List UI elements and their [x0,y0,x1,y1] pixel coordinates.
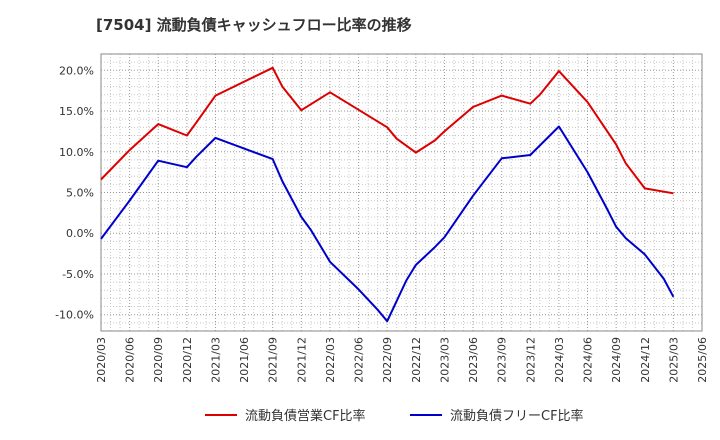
x-tick-label: 2021/09 [267,337,280,383]
x-tick-label: 2025/03 [667,337,680,383]
series-line-1 [100,66,674,195]
x-tick-label: 2023/09 [496,337,509,383]
x-tick-label: 2020/03 [95,337,108,383]
chart-title: [7504] 流動負債キャッシュフロー比率の推移 [96,16,412,34]
y-tick-label: -10.0% [55,309,94,322]
x-tick-label: 2023/03 [438,337,451,383]
x-tick-label: 2022/03 [324,337,337,383]
y-tick-label: 10.0% [59,146,94,159]
y-tick-label: -5.0% [62,268,94,281]
x-tick-label: 2022/09 [381,337,394,383]
x-tick-label: 2024/12 [639,337,652,383]
x-tick-label: 2021/03 [209,337,222,383]
x-tick-label: 2022/12 [410,337,423,383]
legend-label: 流動負債営業CF比率 [245,408,366,424]
plot-border [100,53,703,332]
x-tick-label: 2023/06 [467,337,480,383]
axis-layer: -10.0% -5.0% 0.0% 5.0% 10.0% 15.0% 20.0% 2020/0… [55,64,709,382]
x-tick-label: 2021/12 [295,337,308,383]
x-tick-label: 2024/09 [610,337,623,383]
y-tick-label: 5.0% [66,187,94,200]
series-layer [100,66,675,323]
legend: 流動負債営業CF比率 流動負債フリーCF比率 [205,408,584,424]
x-tick-label: 2020/09 [152,337,165,383]
x-tick-label: 2023/12 [524,337,537,383]
y-tick-label: 20.0% [59,64,94,77]
y-tick-label: 0.0% [66,227,94,240]
x-tick-label: 2024/03 [553,337,566,383]
series-line-2 [100,125,675,323]
x-tick-label: 2024/06 [582,337,595,383]
legend-label: 流動負債フリーCF比率 [450,408,584,424]
x-tick-label: 2021/06 [238,337,251,383]
x-tick-label: 2020/06 [124,337,137,383]
y-tick-label: 15.0% [59,105,94,118]
x-tick-label: 2020/12 [181,337,194,383]
x-tick-label: 2025/06 [696,337,709,383]
x-tick-label: 2022/06 [353,337,366,383]
